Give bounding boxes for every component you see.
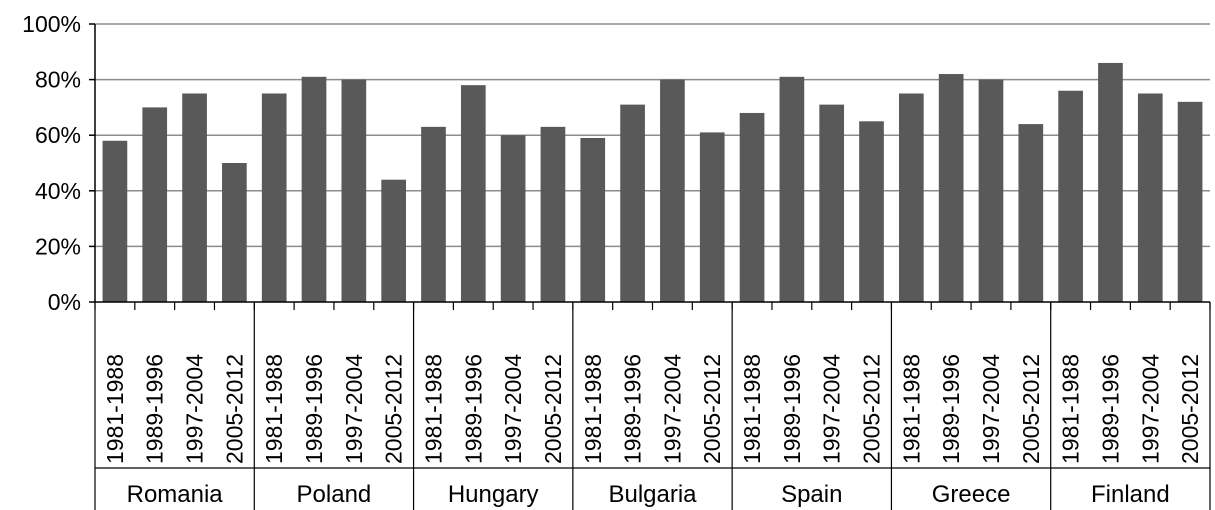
group-label: Poland	[297, 481, 372, 508]
bars	[102, 62, 1203, 303]
category-label: 1989-1996	[779, 354, 805, 464]
bar	[1018, 124, 1044, 302]
category-label: 1989-1996	[938, 354, 964, 464]
bar	[500, 135, 526, 302]
bar	[381, 179, 407, 302]
axes	[89, 23, 1211, 510]
bar	[182, 93, 207, 302]
category-label: 1997-2004	[500, 354, 526, 464]
bar	[859, 121, 884, 302]
y-tick-label: 80%	[35, 67, 81, 93]
bar	[1058, 90, 1083, 302]
category-label: 1989-1996	[1097, 354, 1123, 464]
bar	[1137, 93, 1163, 302]
bar	[142, 107, 168, 303]
category-label: 1997-2004	[341, 354, 367, 464]
category-label: 2005-2012	[699, 354, 725, 464]
y-tick-label: 20%	[35, 233, 81, 259]
category-label: 1981-1988	[739, 354, 765, 464]
bar	[699, 132, 725, 302]
category-label: 1981-1988	[580, 354, 606, 464]
group-label: Greece	[932, 481, 1011, 508]
category-label: 1989-1996	[142, 354, 168, 464]
category-label: 1981-1988	[1058, 354, 1084, 464]
y-tick-label: 40%	[35, 178, 81, 204]
category-label: 2005-2012	[540, 354, 566, 464]
category-label: 1981-1988	[420, 354, 446, 464]
group-label: Romania	[127, 481, 224, 508]
group-label: Hungary	[448, 481, 539, 508]
bar	[341, 79, 367, 302]
category-labels: 1981-1988 1989-1996 1997-2004 2005-2012 1981…	[102, 354, 1203, 464]
bar	[261, 93, 287, 302]
y-tick-label: 60%	[35, 122, 81, 148]
bar	[620, 104, 645, 303]
bar	[819, 104, 845, 303]
category-label: 1997-2004	[659, 354, 685, 464]
category-label: 1997-2004	[819, 354, 845, 464]
y-tick-label: 100%	[22, 11, 81, 37]
bar	[938, 74, 964, 302]
bar	[1177, 101, 1203, 302]
category-label: 1981-1988	[102, 354, 128, 464]
category-label: 1989-1996	[460, 354, 486, 464]
bar	[102, 140, 128, 302]
category-label: 2005-2012	[381, 354, 407, 464]
category-label: 2005-2012	[859, 354, 885, 464]
category-label: 1997-2004	[1137, 354, 1163, 464]
bar	[739, 112, 765, 303]
y-tick-label: 0%	[48, 289, 81, 315]
category-label: 2005-2012	[221, 354, 247, 464]
bar	[898, 93, 924, 302]
group-label: Finland	[1091, 481, 1170, 508]
bar	[580, 137, 606, 302]
bar	[779, 76, 805, 302]
bar	[978, 79, 1004, 302]
category-label: 2005-2012	[1177, 354, 1203, 464]
group-label: Bulgaria	[608, 481, 697, 508]
category-label: 1997-2004	[978, 354, 1004, 464]
category-label: 1981-1988	[261, 354, 287, 464]
bar	[222, 163, 247, 302]
category-label: 1989-1996	[620, 354, 646, 464]
category-label: 1981-1988	[898, 354, 924, 464]
bar	[660, 79, 685, 302]
category-label: 1989-1996	[301, 354, 327, 464]
bar	[540, 126, 566, 302]
bar	[1098, 62, 1123, 302]
bar	[421, 126, 446, 302]
y-axis-tick-labels: 0% 20% 40% 60% 80% 100%	[22, 11, 81, 315]
category-label: 2005-2012	[1018, 354, 1044, 464]
category-label: 1997-2004	[182, 354, 208, 464]
bar	[301, 76, 327, 302]
group-labels: Romania Poland Hungary Bulgaria Spain Greece F…	[127, 481, 1170, 508]
group-label: Spain	[781, 481, 842, 508]
bar	[460, 85, 486, 302]
